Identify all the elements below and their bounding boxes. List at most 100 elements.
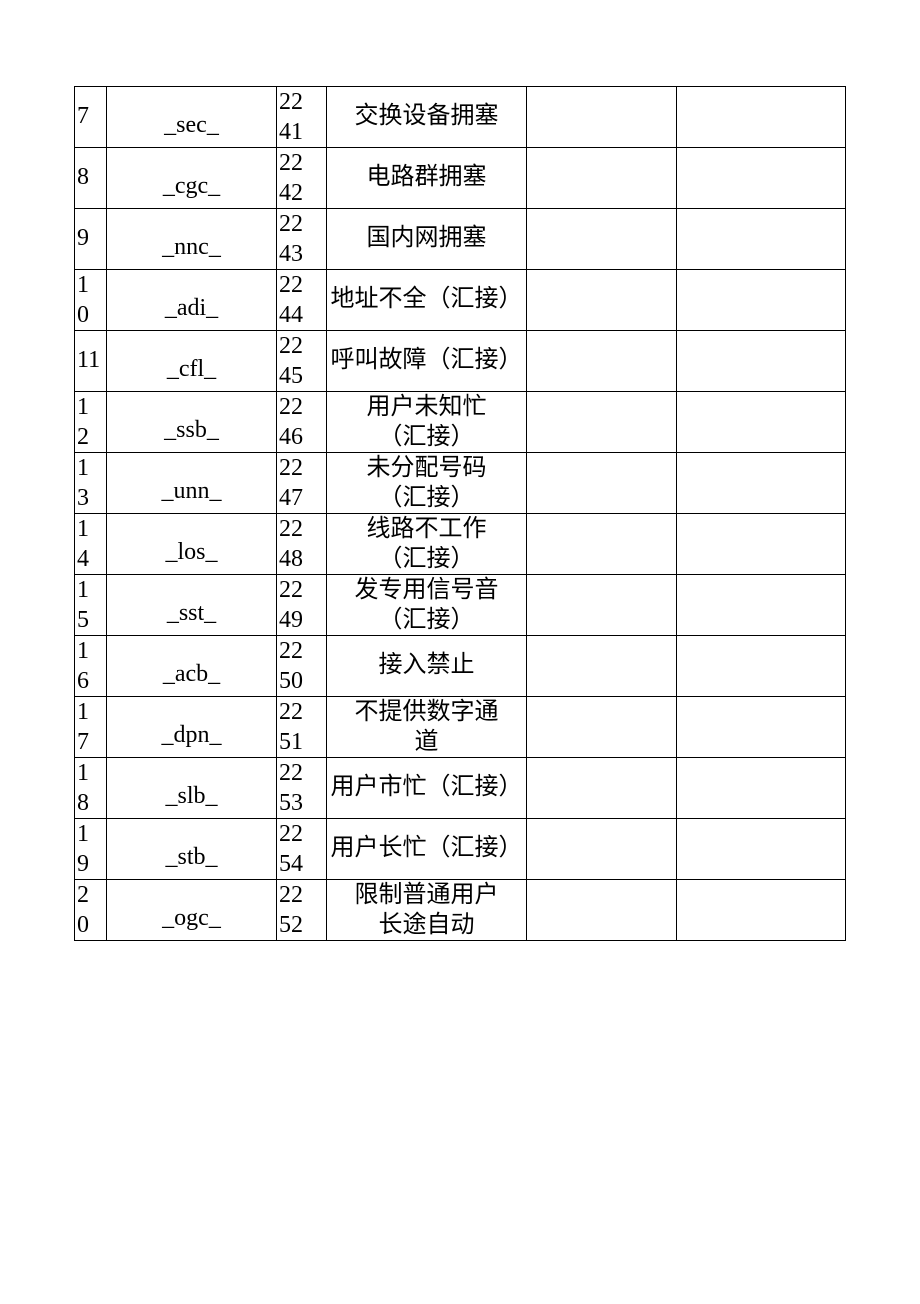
- index-line1: 1: [77, 819, 106, 849]
- index-line2: 8: [77, 788, 106, 818]
- cell-number: 2250: [277, 636, 327, 697]
- number-line2: 41: [279, 117, 326, 147]
- cell-index: 17: [75, 697, 107, 758]
- cell-index: 9: [75, 209, 107, 270]
- number-line2: 48: [279, 544, 326, 574]
- number-line2: 53: [279, 788, 326, 818]
- cell-index: 15: [75, 575, 107, 636]
- index-line2: 0: [77, 910, 106, 940]
- cell-empty-e: [527, 148, 677, 209]
- cell-code: _sec_: [107, 87, 277, 148]
- code-value: _nnc_: [162, 234, 221, 260]
- number-line2: 49: [279, 605, 326, 635]
- cell-description: 接入禁止: [327, 636, 527, 697]
- index-line2: 5: [77, 605, 106, 635]
- description-line1: 线路不工作: [327, 514, 526, 544]
- number-line1: 22: [279, 392, 326, 422]
- index-line1: 1: [77, 270, 106, 300]
- cell-number: 2241: [277, 87, 327, 148]
- cell-empty-e: [527, 575, 677, 636]
- number-line1: 22: [279, 453, 326, 483]
- cell-empty-f: [677, 758, 846, 819]
- number-line2: 52: [279, 910, 326, 940]
- code-value: _dpn_: [162, 722, 222, 748]
- cell-empty-f: [677, 209, 846, 270]
- number-line2: 50: [279, 666, 326, 696]
- number-line1: 22: [279, 148, 326, 178]
- cell-empty-e: [527, 331, 677, 392]
- cell-empty-f: [677, 331, 846, 392]
- cell-code: _adi_: [107, 270, 277, 331]
- table-row: 11_cfl_2245呼叫故障（汇接）: [75, 331, 846, 392]
- description-line2: （汇接）: [327, 605, 526, 635]
- document-page: 7_sec_2241交换设备拥塞8_cgc_2242电路群拥塞9_nnc_224…: [0, 0, 920, 1304]
- cell-number: 2247: [277, 453, 327, 514]
- code-value: _cfl_: [167, 356, 216, 382]
- cell-empty-e: [527, 270, 677, 331]
- index-value: 7: [77, 103, 89, 129]
- number-line2: 47: [279, 483, 326, 513]
- cell-number: 2252: [277, 880, 327, 941]
- description-line2: 长途自动: [327, 910, 526, 940]
- cell-number: 2254: [277, 819, 327, 880]
- index-line1: 1: [77, 514, 106, 544]
- description-line2: 道: [327, 727, 526, 757]
- cell-number: 2251: [277, 697, 327, 758]
- cell-description: 线路不工作（汇接）: [327, 514, 527, 575]
- description-line1: 用户未知忙: [327, 392, 526, 422]
- cell-number: 2245: [277, 331, 327, 392]
- index-value: 8: [77, 164, 89, 190]
- table-row: 16_acb_2250接入禁止: [75, 636, 846, 697]
- cell-code: _unn_: [107, 453, 277, 514]
- table-row: 13_unn_2247未分配号码（汇接）: [75, 453, 846, 514]
- cell-code: _cfl_: [107, 331, 277, 392]
- cell-empty-f: [677, 575, 846, 636]
- description-value: 交换设备拥塞: [355, 103, 499, 129]
- description-value: 地址不全（汇接）: [331, 286, 523, 312]
- index-line2: 2: [77, 422, 106, 452]
- code-value: _stb_: [165, 844, 217, 870]
- cell-description: 地址不全（汇接）: [327, 270, 527, 331]
- cell-number: 2244: [277, 270, 327, 331]
- description-value: 电路群拥塞: [367, 164, 487, 190]
- table-row: 7 _sec_2241 交换设备拥塞: [75, 87, 846, 148]
- number-line1: 22: [279, 758, 326, 788]
- code-value: _slb_: [165, 783, 217, 809]
- cell-empty-f: [677, 270, 846, 331]
- cell-index: 16: [75, 636, 107, 697]
- cell-empty-e: [527, 758, 677, 819]
- cell-index: 11: [75, 331, 107, 392]
- table-row: 8_cgc_2242电路群拥塞: [75, 148, 846, 209]
- description-value: 用户长忙（汇接）: [331, 835, 523, 861]
- number-line1: 22: [279, 87, 326, 117]
- cell-empty-f: [677, 880, 846, 941]
- signal-code-table: 7_sec_2241交换设备拥塞8_cgc_2242电路群拥塞9_nnc_224…: [74, 86, 846, 941]
- cell-code: _slb_: [107, 758, 277, 819]
- cell-description: 用户未知忙（汇接）: [327, 392, 527, 453]
- cell-index: 12: [75, 392, 107, 453]
- cell-empty-f: [677, 514, 846, 575]
- cell-index: 8: [75, 148, 107, 209]
- index-line2: 9: [77, 849, 106, 879]
- cell-description: 限制普通用户长途自动: [327, 880, 527, 941]
- cell-empty-e: [527, 209, 677, 270]
- table-row: 15_sst_2249发专用信号音（汇接）: [75, 575, 846, 636]
- code-value: _unn_: [162, 478, 222, 504]
- cell-empty-f: [677, 87, 846, 148]
- cell-code: _los_: [107, 514, 277, 575]
- table-row: 19 _stb_ 2254用户长忙（汇接）: [75, 819, 846, 880]
- index-line2: 6: [77, 666, 106, 696]
- number-line1: 22: [279, 636, 326, 666]
- cell-index: 7: [75, 87, 107, 148]
- description-value: 用户市忙（汇接）: [331, 774, 523, 800]
- table-row: 14_los_2248线路不工作（汇接）: [75, 514, 846, 575]
- index-value: 11: [77, 347, 100, 373]
- cell-code: _ogc_: [107, 880, 277, 941]
- cell-index: 19: [75, 819, 107, 880]
- cell-empty-f: [677, 148, 846, 209]
- cell-number: 2248: [277, 514, 327, 575]
- cell-number: 2249: [277, 575, 327, 636]
- index-line1: 1: [77, 392, 106, 422]
- table-row: 10_adi_2244地址不全（汇接）: [75, 270, 846, 331]
- description-line2: （汇接）: [327, 422, 526, 452]
